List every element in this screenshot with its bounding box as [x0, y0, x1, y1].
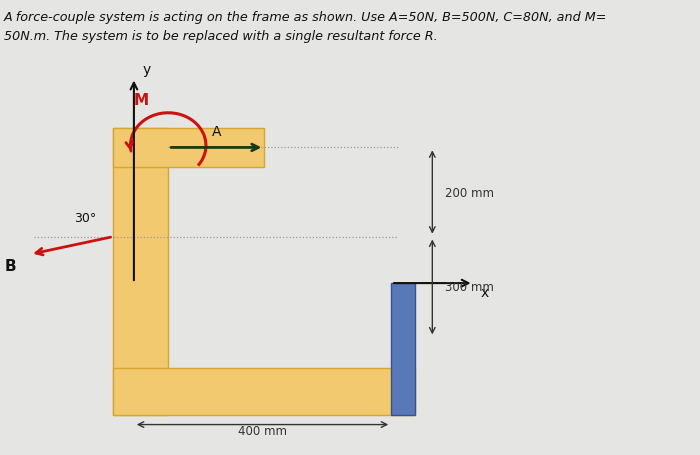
- Text: A force-couple system is acting on the frame as shown. Use A=50N, B=500N, C=80N,: A force-couple system is acting on the f…: [4, 11, 607, 25]
- Text: 400 mm: 400 mm: [238, 425, 287, 437]
- Text: M: M: [133, 93, 148, 108]
- Bar: [113, 129, 168, 415]
- Bar: [113, 129, 265, 167]
- Text: y: y: [142, 63, 150, 76]
- Bar: [113, 369, 415, 415]
- Bar: [391, 283, 415, 415]
- Text: B: B: [5, 258, 16, 273]
- Text: A: A: [211, 125, 221, 138]
- Text: 50N.m. The system is to be replaced with a single resultant force R.: 50N.m. The system is to be replaced with…: [4, 30, 437, 43]
- Text: 200 mm: 200 mm: [444, 186, 493, 199]
- Text: 300 mm: 300 mm: [444, 281, 493, 294]
- Text: x: x: [480, 285, 489, 299]
- Text: 30°: 30°: [74, 212, 96, 225]
